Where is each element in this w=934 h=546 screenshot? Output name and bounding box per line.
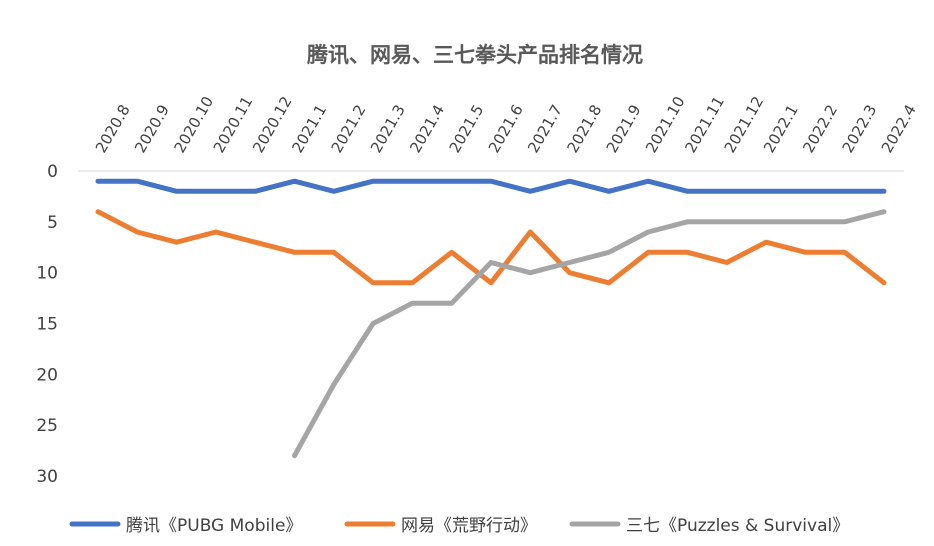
- x-tick-label: 2022.3: [839, 102, 881, 156]
- x-tick-label: 2021.4: [406, 102, 448, 156]
- x-tick-label: 2021.2: [328, 102, 370, 156]
- series-lines: [95, 178, 887, 459]
- x-tick-label: 2022.1: [760, 102, 802, 156]
- legend-label-1: 网易《荒野行动》: [401, 516, 537, 536]
- x-tick-label: 2021.1: [288, 102, 330, 156]
- legend: 腾讯《PUBG Mobile》 网易《荒野行动》 三七《Puzzles & Surv…: [69, 516, 849, 536]
- x-tick-label: 2021.6: [485, 102, 527, 156]
- y-tick-label: 25: [36, 416, 58, 436]
- series-line-2: [292, 209, 887, 459]
- x-tick-label: 2022.2: [799, 102, 841, 156]
- chart-title: 腾讯、网易、三七拳头产品排名情况: [307, 43, 643, 67]
- y-tick-label: 15: [36, 315, 58, 335]
- x-tick-label: 2021.7: [524, 102, 566, 156]
- x-tick-label: 2020.9: [131, 102, 173, 156]
- y-tick-label: 20: [36, 365, 58, 385]
- x-tick-label: 2021.3: [367, 102, 409, 156]
- legend-label-2: 三七《Puzzles & Survival》: [626, 516, 849, 536]
- series-line-1: [95, 209, 887, 286]
- legend-label-0: 腾讯《PUBG Mobile》: [126, 516, 302, 536]
- y-axis-ticks: 0 5 10 15 20 25 30: [36, 162, 58, 487]
- x-tick-label: 2021.9: [603, 102, 645, 156]
- y-tick-label: 10: [36, 264, 58, 284]
- x-tick-label: 2021.8: [563, 102, 605, 156]
- x-tick-label: 2022.4: [878, 102, 920, 156]
- y-tick-label: 30: [36, 467, 58, 487]
- x-tick-label: 2020.8: [92, 102, 134, 156]
- y-tick-label: 5: [47, 213, 58, 233]
- x-tick-label: 2021.5: [446, 102, 488, 156]
- y-tick-label: 0: [47, 162, 58, 182]
- series-line-0: [95, 178, 887, 194]
- x-axis-ticks: 2020.82020.92020.102020.112020.122021.12…: [92, 93, 920, 156]
